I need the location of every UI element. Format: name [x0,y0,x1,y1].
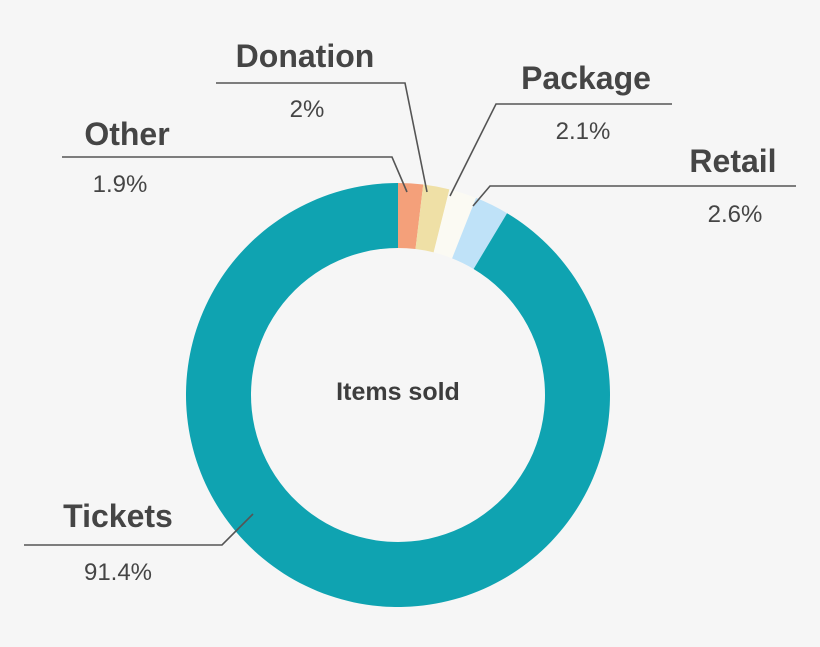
label-retail-value: 2.6% [708,201,763,228]
slice-donation [415,184,450,253]
leader-line-package [449,103,672,197]
slice-package [433,189,477,259]
label-tickets-name: Tickets [63,498,173,534]
slice-tickets [186,183,610,607]
label-donation-value: 2% [290,96,325,123]
leader-line-retail [472,185,796,207]
center-label: Items sold [336,378,460,406]
label-other-value: 1.9% [93,171,148,198]
leader-line-other [62,156,408,193]
slice-other [398,183,424,250]
label-retail-name: Retail [689,143,776,179]
label-package-value: 2.1% [556,118,611,145]
label-other-name: Other [84,116,169,152]
label-tickets-value: 91.4% [84,559,152,586]
label-package-name: Package [521,60,651,96]
leader-line-donation [216,82,428,193]
leader-line-tickets [24,513,254,546]
label-donation-name: Donation [236,38,375,74]
slice-retail [452,197,508,269]
donut-slices [186,183,610,607]
